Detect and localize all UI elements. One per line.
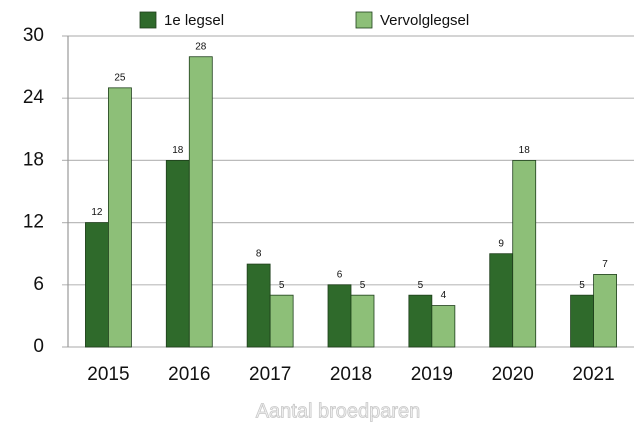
x-axis-label: Aantal broedparen [256, 400, 421, 422]
y-tick-label: 30 [23, 25, 44, 46]
bar [431, 305, 456, 348]
legend-swatch [139, 11, 157, 29]
y-tick-label: 12 [23, 212, 44, 233]
data-label: 8 [256, 249, 262, 260]
legend-label: Vervolglegsel [380, 12, 469, 29]
data-label: 12 [91, 207, 103, 218]
x-tick-label: 2020 [492, 364, 534, 385]
bar [108, 87, 132, 348]
data-label: 28 [195, 41, 207, 52]
data-label: 7 [602, 259, 608, 270]
data-label: 18 [519, 145, 531, 156]
x-tick-label: 2018 [330, 364, 372, 385]
y-tick-label: 0 [33, 336, 44, 357]
data-label: 5 [360, 280, 366, 291]
bar [188, 56, 213, 348]
bar [512, 159, 537, 348]
x-tick-label: 2019 [411, 364, 453, 385]
bar [246, 263, 271, 348]
x-tick-label: 2015 [87, 364, 129, 385]
bar [350, 294, 375, 348]
bar [327, 284, 352, 348]
data-label: 5 [279, 280, 285, 291]
bar [85, 222, 109, 348]
data-label: 25 [114, 72, 126, 83]
x-tick-label: 2017 [249, 364, 291, 385]
y-tick-label: 18 [23, 149, 44, 170]
data-label: 5 [579, 280, 585, 291]
bar [165, 159, 190, 348]
bar [408, 294, 433, 348]
data-label: 18 [172, 145, 184, 156]
bar [570, 294, 594, 348]
x-tick-label: 2021 [572, 364, 614, 385]
data-label: 6 [337, 269, 343, 280]
data-label: 5 [418, 280, 424, 291]
x-tick-label: 2016 [168, 364, 210, 385]
legend-swatch [355, 11, 373, 29]
data-label: 9 [498, 238, 504, 249]
bar [489, 253, 514, 348]
bar [593, 274, 617, 348]
data-label: 4 [441, 290, 447, 301]
bar [269, 294, 294, 348]
y-tick-label: 24 [23, 87, 45, 108]
legend-label: 1e legsel [164, 12, 224, 29]
y-tick-label: 6 [33, 274, 44, 295]
